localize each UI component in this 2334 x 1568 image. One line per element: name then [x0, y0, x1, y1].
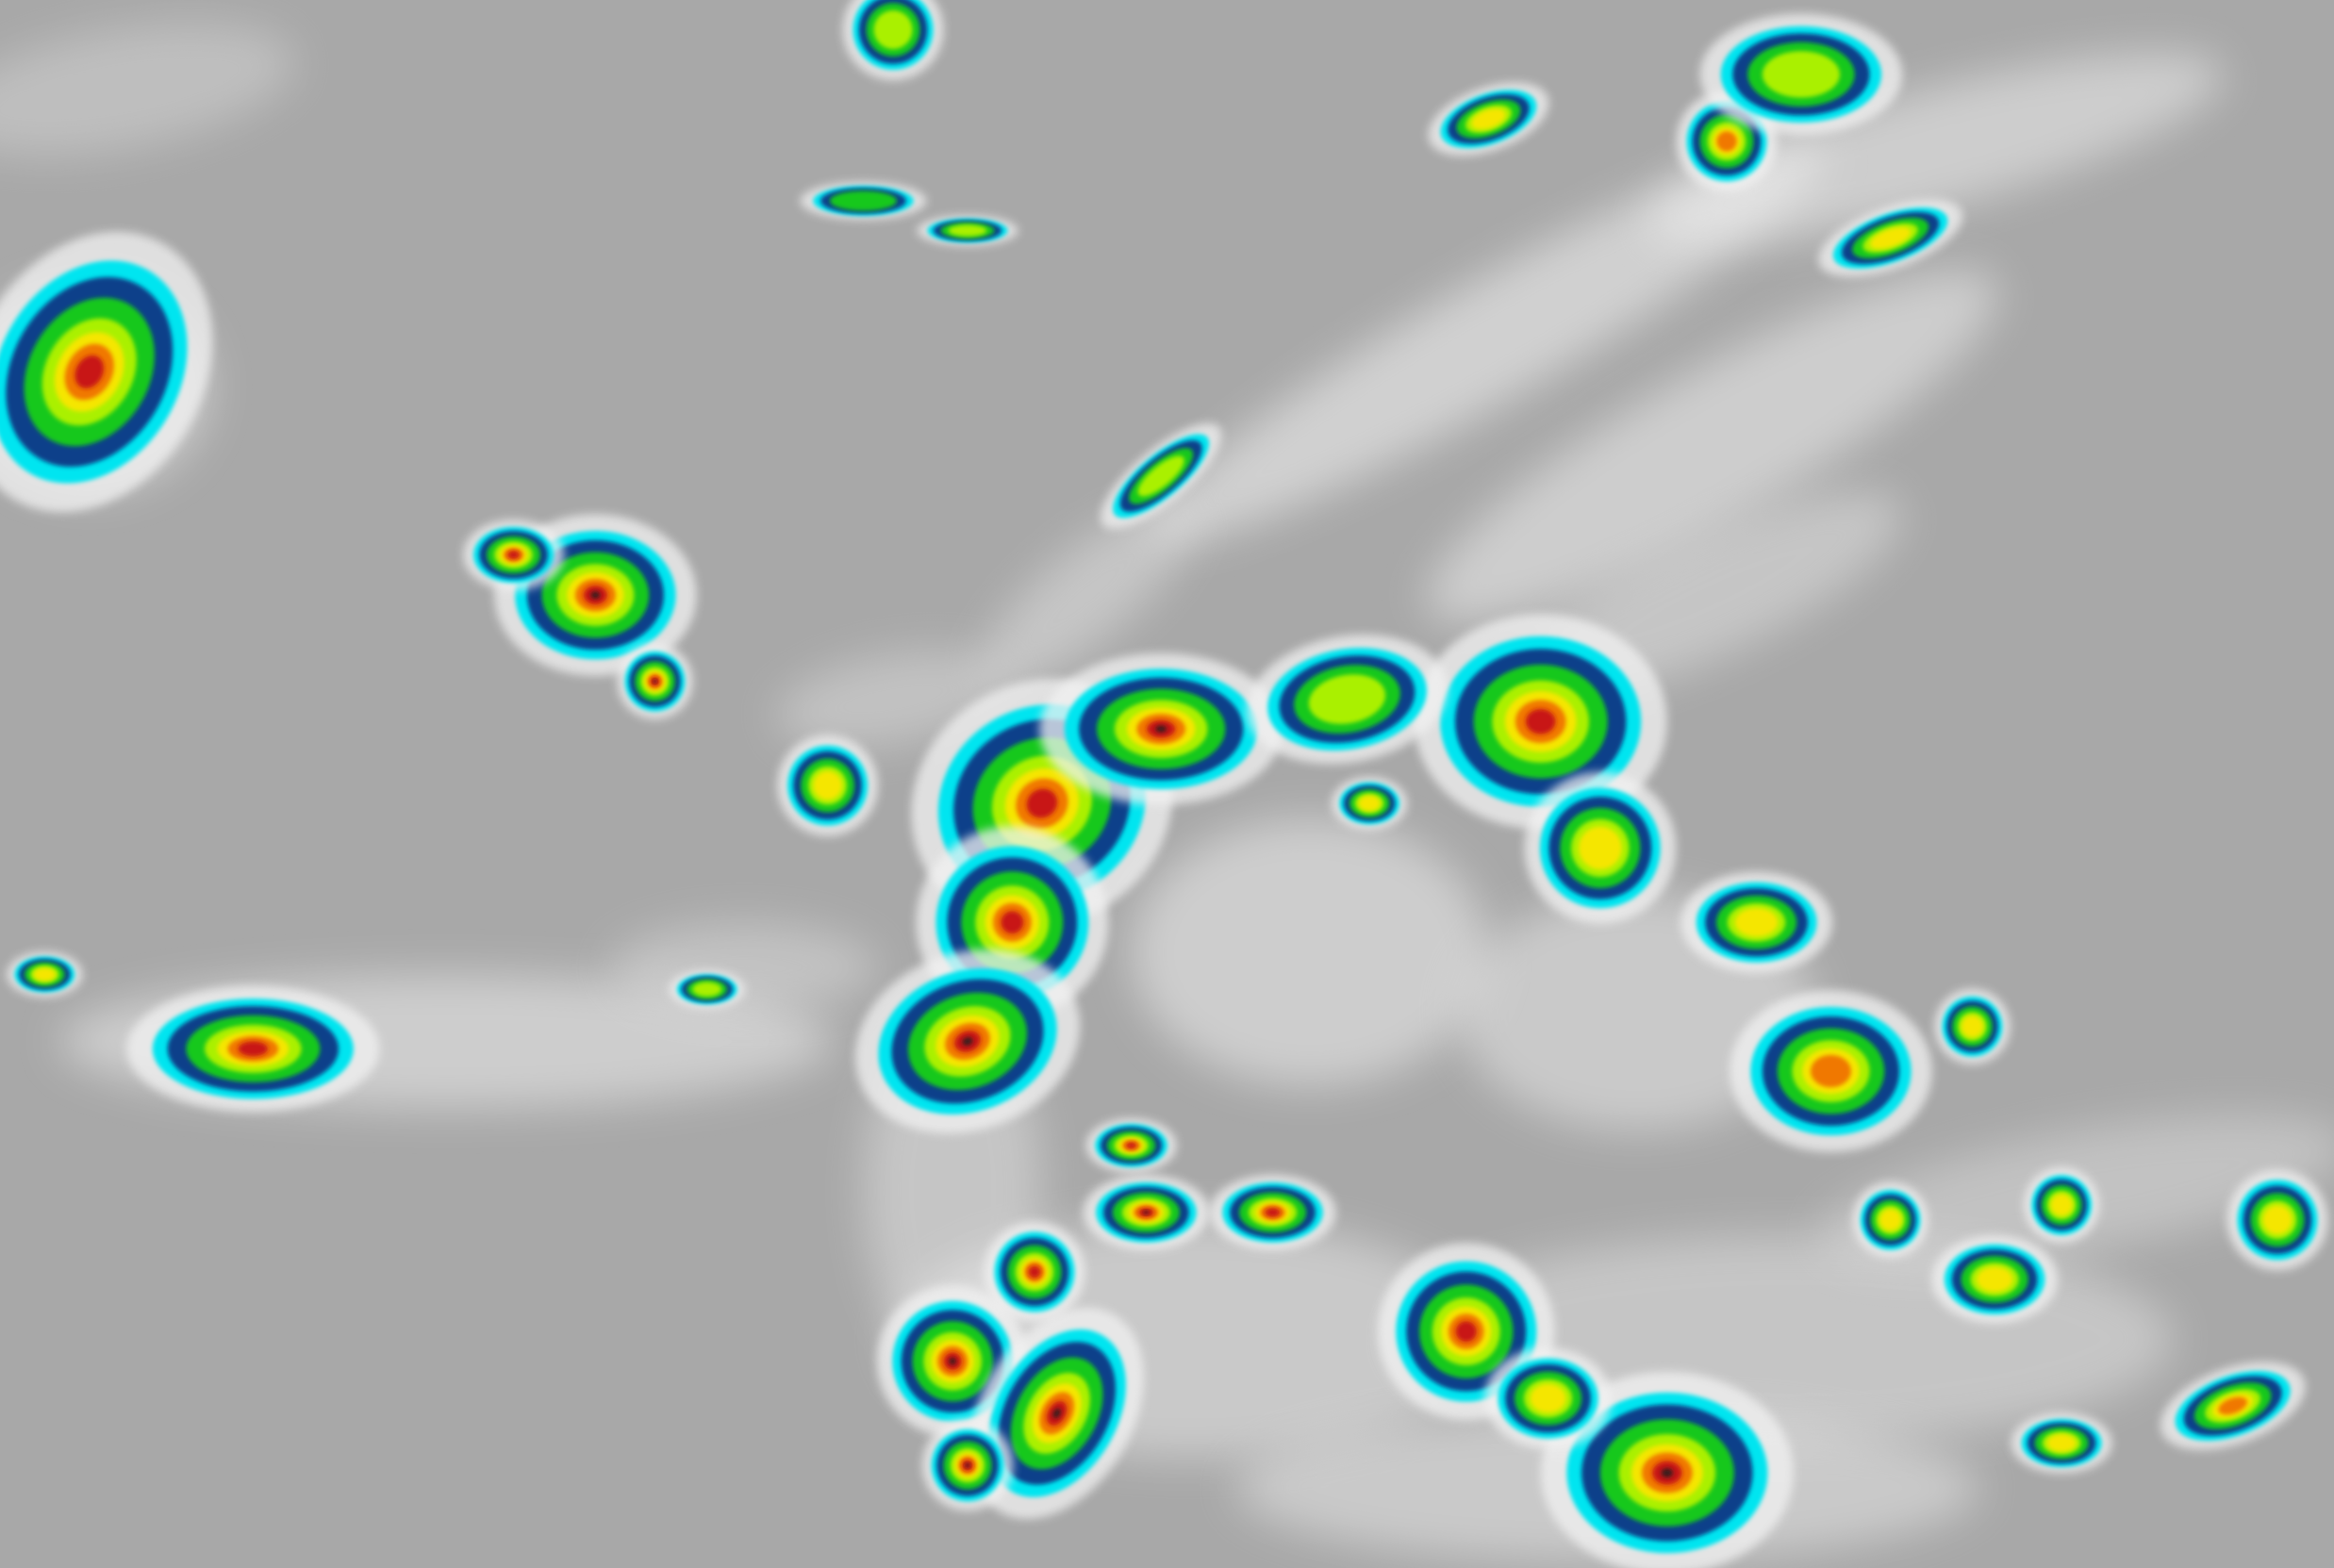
cell-temperature-band [1716, 131, 1737, 152]
cell-temperature-band [692, 982, 722, 997]
cell-temperature-band [1870, 226, 1912, 249]
cirrus-cloud [1425, 270, 1998, 622]
cell-temperature-band [1762, 51, 1840, 98]
cell-temperature-band [590, 591, 601, 600]
cirrus-cloud [610, 922, 879, 1012]
cell-temperature-band [1137, 455, 1184, 497]
storm-cell [800, 181, 927, 221]
storm-cell [1331, 776, 1408, 831]
storm-cell [0, 231, 213, 513]
cell-temperature-band [1052, 1408, 1062, 1419]
cell-temperature-band [1661, 1467, 1674, 1478]
storm-cell [776, 734, 879, 836]
cell-temperature-band [1579, 826, 1622, 870]
cell-temperature-band [1026, 788, 1058, 818]
cell-temperature-band [948, 224, 987, 237]
storm-cell [1209, 1174, 1336, 1251]
storm-cell [1085, 1117, 1177, 1173]
cell-temperature-band [1455, 1321, 1477, 1343]
storm-cell [1699, 13, 1903, 136]
cell-temperature-band [1001, 911, 1024, 934]
cell-temperature-band [74, 355, 105, 388]
cell-temperature-band [1879, 1209, 1901, 1231]
cell-temperature-band [33, 967, 56, 982]
storm-cell [1818, 199, 1963, 277]
cell-temperature-band [1962, 1015, 1983, 1038]
storm-cell [2160, 1362, 2306, 1450]
storm-cell [1931, 1234, 2059, 1324]
cirrus-cloud [1647, 52, 2224, 245]
storm-cell [1730, 990, 1932, 1152]
cell-temperature-band [829, 190, 898, 211]
storm-cell [7, 951, 83, 998]
storm-cell [969, 1307, 1144, 1519]
storm-cell [1524, 771, 1677, 924]
storm-cell [2011, 1412, 2112, 1474]
storm-cell [921, 1419, 1014, 1511]
cirrus-cloud [980, 502, 1194, 688]
storm-cell [617, 643, 693, 719]
cell-temperature-band [1977, 1266, 2013, 1293]
cell-temperature-band [507, 551, 520, 559]
storm-cell [1100, 422, 1222, 529]
storm-cell [1247, 634, 1448, 765]
storm-cell [876, 1285, 1029, 1438]
cell-temperature-band [949, 1357, 956, 1365]
storm-cell [1083, 1174, 1210, 1251]
cell-temperature-band [813, 770, 842, 801]
storm-cell [2023, 1166, 2100, 1244]
storm-cell [1680, 871, 1833, 973]
cell-temperature-band [2262, 1205, 2293, 1234]
cell-temperature-band [1525, 708, 1556, 734]
cell-temperature-band [2046, 1434, 2077, 1452]
cell-temperature-band [1265, 1208, 1281, 1217]
cell-temperature-band [962, 1036, 973, 1047]
cell-temperature-band [1143, 1211, 1150, 1214]
cell-temperature-band [1308, 674, 1386, 724]
storm-cell [669, 970, 746, 1009]
cell-temperature-band [1811, 1054, 1851, 1088]
cell-temperature-band [1734, 908, 1779, 937]
storm-cell [854, 949, 1081, 1134]
cell-temperature-band [238, 1041, 269, 1057]
storm-cell [917, 215, 1018, 246]
cell-temperature-band [1155, 725, 1167, 733]
cell-temperature-band [1028, 1265, 1041, 1279]
cell-temperature-band [873, 10, 913, 50]
cell-temperature-band [1125, 1142, 1137, 1149]
cirrus-cloud [0, 23, 296, 156]
cell-temperature-band [965, 1462, 970, 1468]
storm-cell [462, 519, 565, 591]
cell-temperature-band [1358, 796, 1381, 811]
storm-cell [842, 0, 944, 81]
cell-temperature-band [653, 679, 657, 684]
cell-temperature-band [1530, 1383, 1566, 1413]
storm-cell [1852, 1181, 1928, 1259]
storm-cell [984, 1221, 1085, 1323]
storm-cell [1039, 652, 1283, 805]
storm-cell [2226, 1169, 2328, 1271]
storm-cell [1934, 988, 2011, 1065]
cell-temperature-band [1471, 108, 1506, 130]
storm-cell [1484, 1347, 1612, 1449]
cell-temperature-band [2050, 1194, 2073, 1216]
cirrus-cloud [1151, 141, 1826, 543]
storm-cell [126, 985, 380, 1113]
storm-cell [1428, 82, 1549, 157]
cirrus-cloud [1131, 817, 1489, 1086]
cell-temperature-band [2218, 1396, 2248, 1415]
